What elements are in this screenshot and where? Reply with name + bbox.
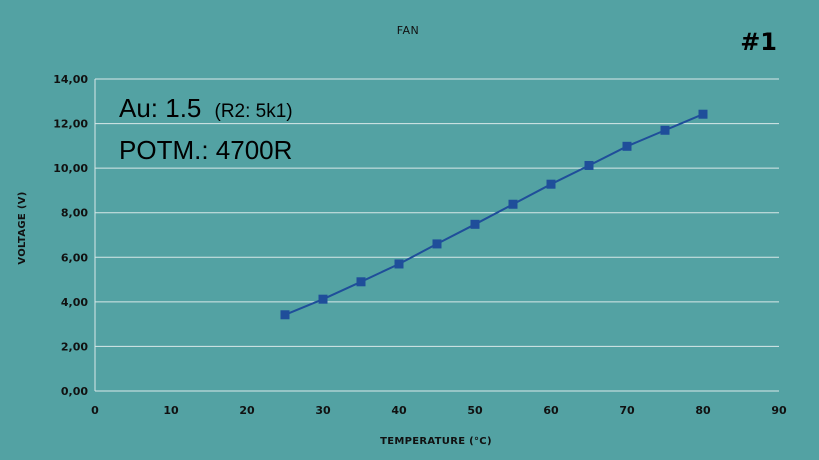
data-point	[280, 310, 290, 320]
grid-layer	[95, 78, 779, 392]
x-tick-label: 0	[91, 404, 99, 417]
annotation-gain-resistor: (R2: 5k1)	[215, 101, 293, 122]
data-point	[318, 294, 328, 304]
annotation-gain-value: Au: 1.5	[119, 93, 201, 123]
x-tick-label: 90	[771, 404, 787, 417]
x-axis-title: TEMPERATURE (°C)	[380, 436, 492, 447]
data-point	[394, 259, 404, 269]
data-point	[356, 277, 366, 287]
axis-layer: 0,00 2,00 4,00 6,00 8,00 10,00 12,00 14,00 0 10 20…	[53, 73, 787, 417]
y-tick-label: 2,00	[61, 340, 88, 353]
x-tick-label: 70	[619, 404, 635, 417]
y-tick-label: 14,00	[53, 73, 88, 86]
data-point	[432, 239, 442, 249]
x-tick-label: 40	[391, 404, 407, 417]
series-line	[284, 113, 704, 316]
y-axis-title: VOLTAGE (V)	[17, 191, 28, 264]
chart-title: FAN	[397, 24, 420, 37]
data-point	[508, 199, 518, 209]
y-tick-label: 0,00	[61, 385, 88, 398]
data-point	[698, 109, 708, 119]
x-tick-label: 80	[695, 404, 711, 417]
x-tick-label: 20	[239, 404, 255, 417]
annotation-potentiometer: POTM.: 4700R	[119, 135, 292, 165]
y-tick-label: 8,00	[61, 207, 88, 220]
x-tick-label: 10	[163, 404, 179, 417]
data-point	[546, 179, 556, 189]
x-tick-label: 50	[467, 404, 483, 417]
y-tick-label: 6,00	[61, 251, 88, 264]
y-tick-label: 10,00	[53, 162, 88, 175]
y-tick-label: 12,00	[53, 118, 88, 131]
data-point	[584, 160, 594, 170]
x-tick-label: 60	[543, 404, 559, 417]
annotation-gain: Au: 1.5 (R2: 5k1)	[119, 93, 293, 123]
y-tick-label: 4,00	[61, 296, 88, 309]
data-point	[622, 141, 632, 151]
series-layer	[280, 109, 708, 320]
x-tick-label: 30	[315, 404, 331, 417]
data-point	[660, 125, 670, 135]
data-point	[470, 219, 480, 229]
chart-badge: #1	[740, 28, 777, 56]
